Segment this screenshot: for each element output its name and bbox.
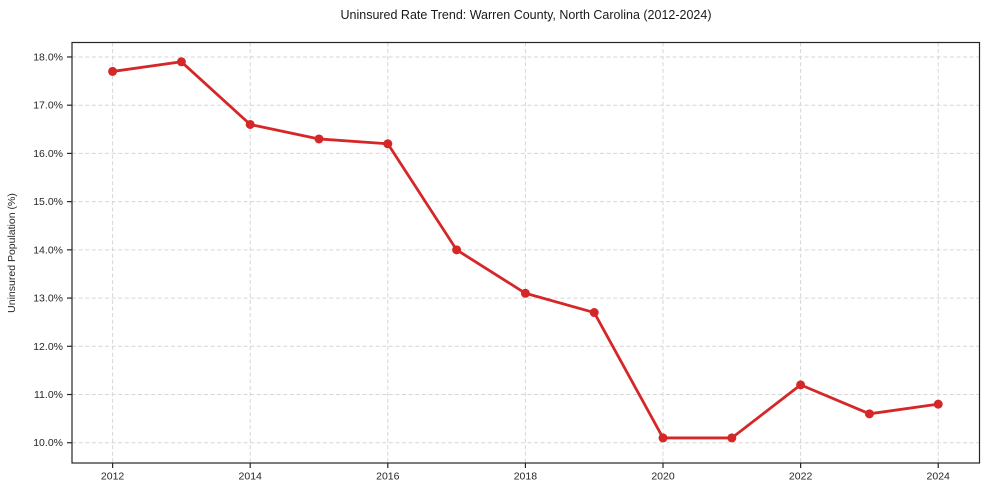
x-tick-label: 2016 — [376, 471, 400, 483]
data-point — [864, 409, 874, 419]
y-axis-label: Uninsured Population (%) — [6, 193, 18, 313]
y-tick-label: 15.0% — [33, 196, 63, 208]
x-tick-label: 2012 — [101, 471, 125, 483]
data-point — [658, 433, 668, 443]
data-point — [727, 433, 737, 443]
y-tick-label: 14.0% — [33, 244, 63, 256]
x-tick-label: 2020 — [651, 471, 675, 483]
y-tick-label: 18.0% — [33, 51, 63, 63]
data-point — [452, 245, 462, 255]
y-tick-label: 12.0% — [33, 341, 63, 353]
x-tick-label: 2018 — [514, 471, 538, 483]
y-tick-label: 17.0% — [33, 100, 63, 112]
x-tick-label: 2024 — [927, 471, 951, 483]
data-point — [589, 308, 599, 318]
data-point — [176, 57, 186, 67]
x-tick-label: 2014 — [239, 471, 263, 483]
data-point — [314, 134, 324, 144]
data-point — [383, 139, 393, 149]
y-tick-label: 16.0% — [33, 148, 63, 160]
data-point — [933, 399, 943, 409]
data-point — [796, 380, 806, 390]
chart-title: Uninsured Rate Trend: Warren County, Nor… — [340, 8, 712, 22]
y-tick-label: 10.0% — [33, 437, 63, 449]
y-tick-label: 13.0% — [33, 293, 63, 305]
data-point — [245, 119, 255, 129]
data-point — [108, 66, 118, 76]
x-tick-label: 2022 — [789, 471, 813, 483]
y-tick-label: 11.0% — [34, 389, 63, 401]
data-point — [520, 288, 530, 298]
